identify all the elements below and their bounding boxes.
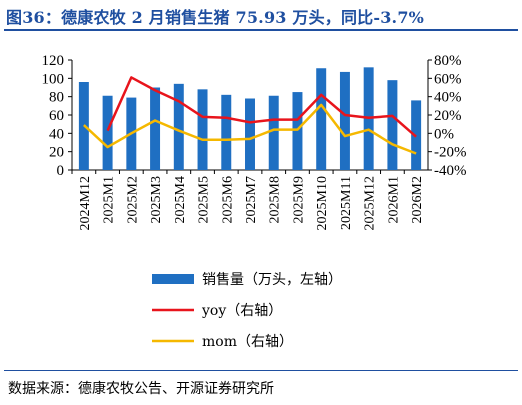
x-tick-label: 2025M2 <box>125 176 140 223</box>
x-tick-label: 2025M12 <box>363 176 378 230</box>
x-tick-label: 2025M5 <box>197 176 212 223</box>
bar <box>292 92 303 170</box>
bar <box>268 95 279 170</box>
mom-line <box>83 103 417 155</box>
y-right-tick-label: 20% <box>434 108 462 124</box>
source-note: 数据来源：德康农牧公告、开源证券研究所 <box>8 381 274 397</box>
bar <box>173 83 184 170</box>
x-tick-label: 2025M9 <box>291 176 306 223</box>
y-right-tick-label: 60% <box>434 71 462 87</box>
bar <box>102 95 113 170</box>
x-tick-label: 2025M3 <box>149 176 164 223</box>
y-left-tick-label: 0 <box>57 163 65 179</box>
y-left-tick-label: 60 <box>49 108 64 124</box>
y-right-tick-label: -40% <box>434 163 467 179</box>
y-right-tick-label: 80% <box>434 53 462 69</box>
y-right-tick-label: 40% <box>434 90 462 106</box>
source-rule <box>4 370 518 371</box>
y-left-tick-label: 20 <box>49 145 64 161</box>
legend-label-yoy: yoy（右轴） <box>201 303 282 319</box>
bar <box>316 68 327 170</box>
x-tick-label: 2026M2 <box>410 176 425 223</box>
bar <box>339 71 350 170</box>
legend-label-sales: 销售量（万头，左轴） <box>202 272 342 288</box>
yoy-line <box>106 76 417 138</box>
x-tick-label: 2025M6 <box>220 176 235 223</box>
x-tick-label: 2025M10 <box>315 176 330 230</box>
bar <box>221 94 232 170</box>
y-left-tick-label: 120 <box>42 53 65 69</box>
axes: 0 20 40 60 80 100 120 -40% -20% 0% 20% 40% 60% 80% 202… <box>42 53 467 230</box>
bar <box>197 89 208 170</box>
y-right-tick-label: -20% <box>434 145 467 161</box>
legend-label-mom: mom（右轴） <box>202 334 293 350</box>
y-right-tick-label: 0% <box>434 126 454 142</box>
legend: 销售量（万头，左轴） yoy（右轴） mom（右轴） <box>152 272 342 350</box>
x-tick-label: 2025M4 <box>173 176 188 223</box>
figure-title: 图36：德康农牧 2 月销售生猪 75.93 万头，同比-3.7% <box>6 8 425 27</box>
bar <box>387 80 398 170</box>
bar <box>245 98 255 170</box>
bar <box>150 87 161 170</box>
x-tick-label: 2025M1 <box>102 176 117 223</box>
x-tick-label: 2024M12 <box>78 176 93 230</box>
x-tick-label: 2025M8 <box>268 176 283 223</box>
line-series <box>83 76 417 155</box>
x-tick-label: 2026M1 <box>386 176 401 223</box>
x-tick-label: 2025M7 <box>244 176 259 223</box>
title-rule <box>4 29 518 31</box>
y-left-tick-label: 80 <box>49 90 64 106</box>
legend-swatch-sales <box>152 274 194 284</box>
y-left-tick-label: 100 <box>42 71 65 87</box>
y-left-tick-label: 40 <box>49 126 64 142</box>
x-tick-label: 2025M11 <box>339 176 354 230</box>
